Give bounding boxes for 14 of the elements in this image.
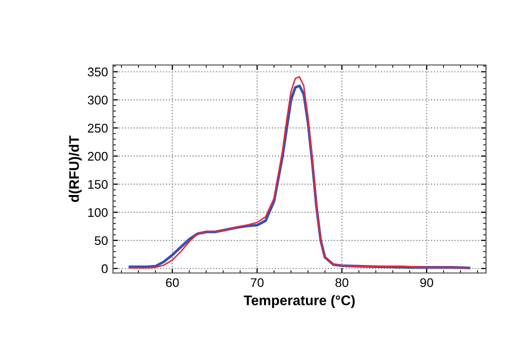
x-axis-title: Temperature (°C) [244,295,355,308]
y-tick-label: 200 [88,152,108,161]
y-tick-label: 100 [88,208,108,217]
y-tick-label: 250 [88,124,108,133]
x-tick-label: 90 [420,278,434,288]
y-tick-label: 350 [88,68,108,76]
x-tick-label: 70 [250,278,264,288]
y-tick-label: 50 [94,236,108,246]
x-tick-label: 80 [335,278,348,288]
y-tick-label: 0 [102,264,108,274]
y-axis-title: d(RFU)/dT [68,136,82,202]
x-tick-label: 60 [166,278,179,288]
y-tick-label: 150 [88,180,108,189]
y-tick-label: 300 [88,96,108,105]
